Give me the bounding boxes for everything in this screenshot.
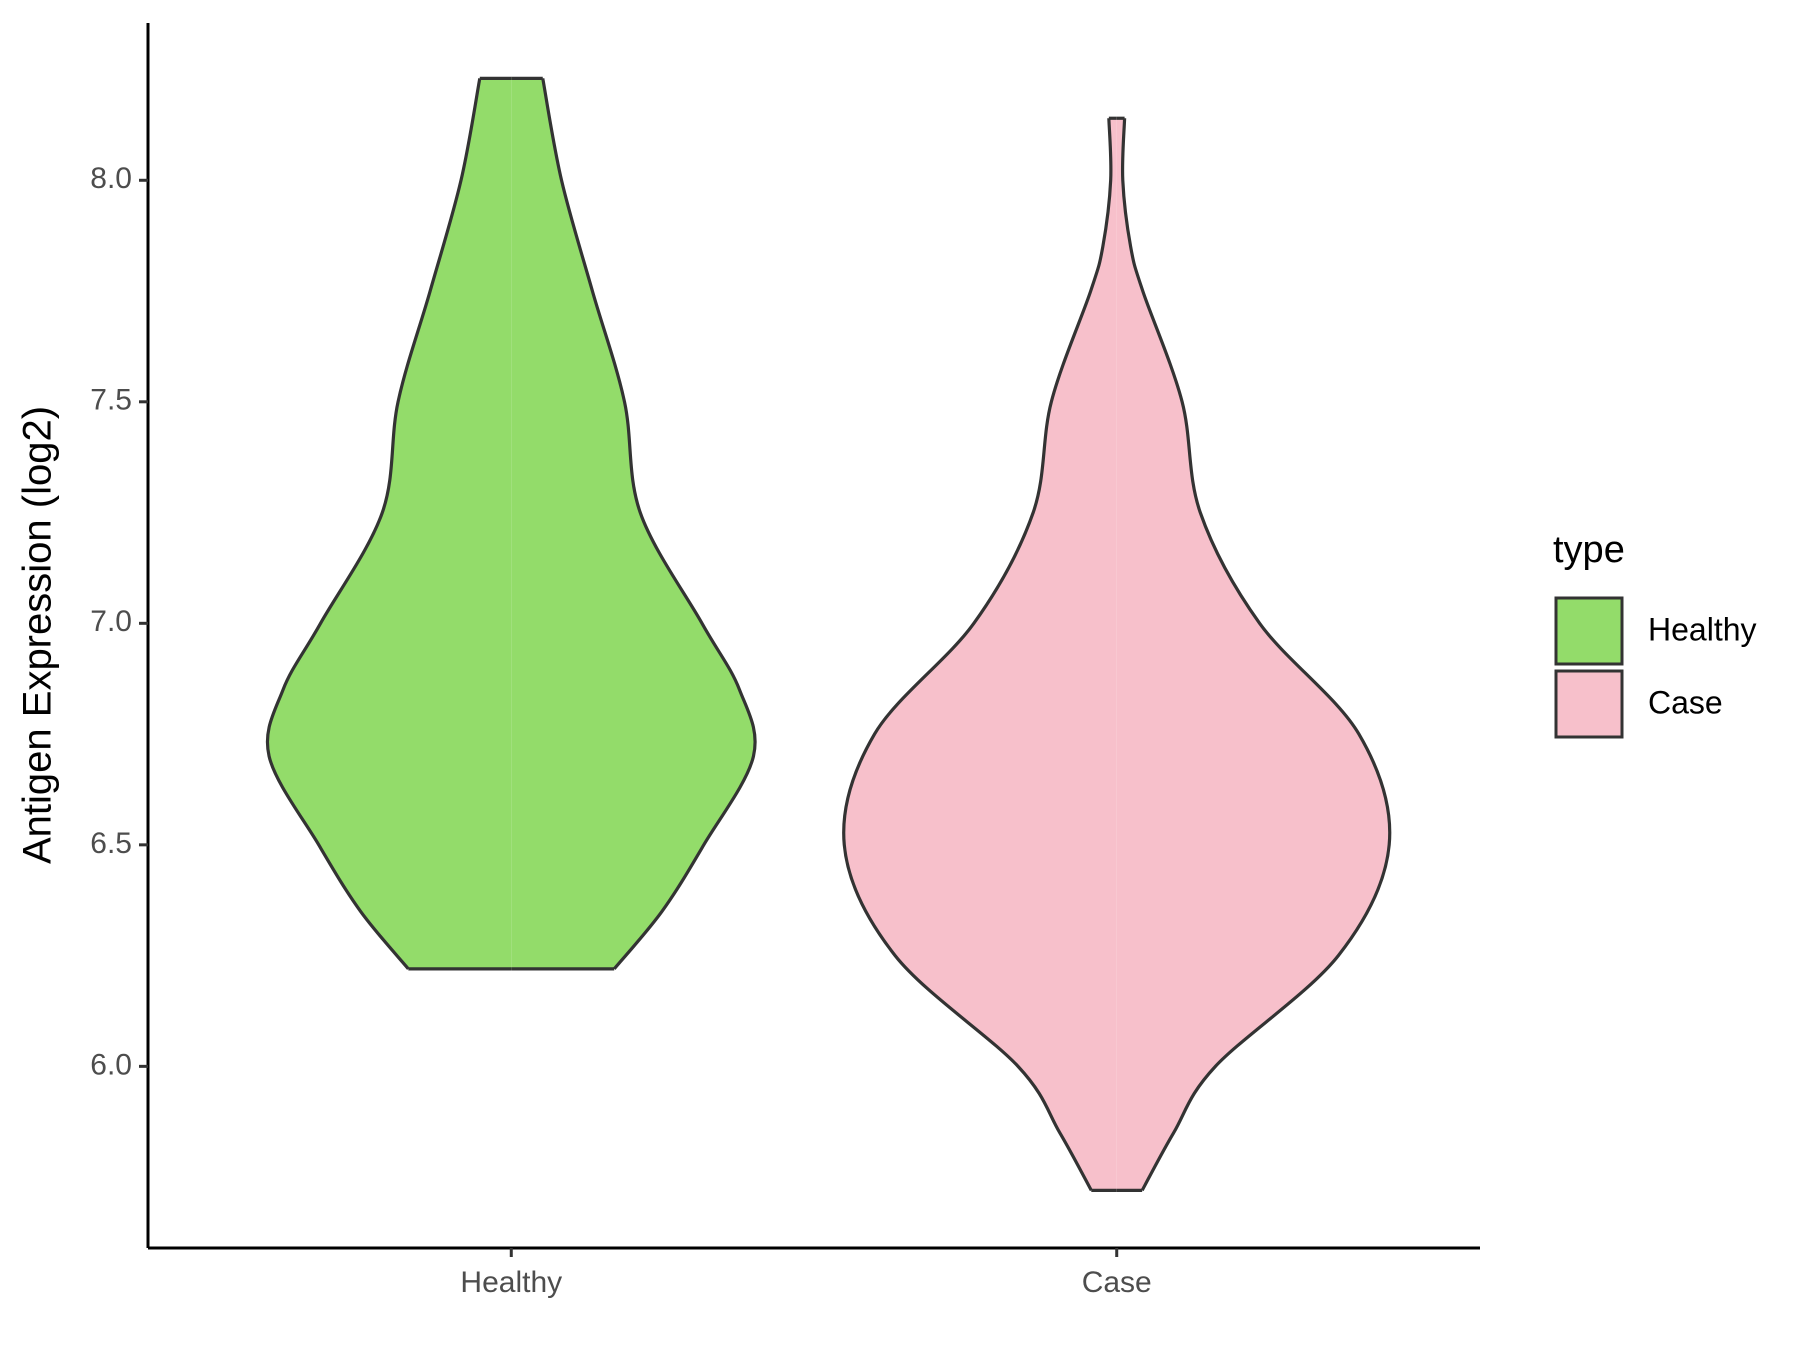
y-tick-label: 8.0 bbox=[90, 162, 132, 195]
y-tick-label: 7.0 bbox=[90, 605, 132, 638]
y-axis-title: Antigen Expression (log2) bbox=[16, 406, 60, 864]
y-tick-label: 7.5 bbox=[90, 384, 132, 417]
violin-fill bbox=[843, 118, 1117, 1191]
violin-fill bbox=[511, 78, 756, 969]
violin-outline bbox=[541, 78, 757, 970]
violin-outline bbox=[1120, 118, 1392, 1192]
violin-outline bbox=[842, 118, 1113, 1192]
violin-fill bbox=[1116, 118, 1390, 1191]
legend-title: type bbox=[1553, 529, 1625, 571]
legend-key bbox=[1554, 596, 1624, 666]
violin-fill bbox=[267, 78, 512, 969]
x-tick-label: Case bbox=[1082, 1266, 1152, 1299]
y-tick-label: 6.5 bbox=[90, 827, 132, 860]
legend-label: Healthy bbox=[1648, 611, 1757, 647]
violin-outline bbox=[265, 78, 482, 970]
legend-label: Case bbox=[1648, 684, 1723, 720]
x-tick-label: Healthy bbox=[460, 1266, 562, 1299]
y-tick-label: 6.0 bbox=[90, 1048, 132, 1081]
legend-key bbox=[1554, 669, 1624, 739]
